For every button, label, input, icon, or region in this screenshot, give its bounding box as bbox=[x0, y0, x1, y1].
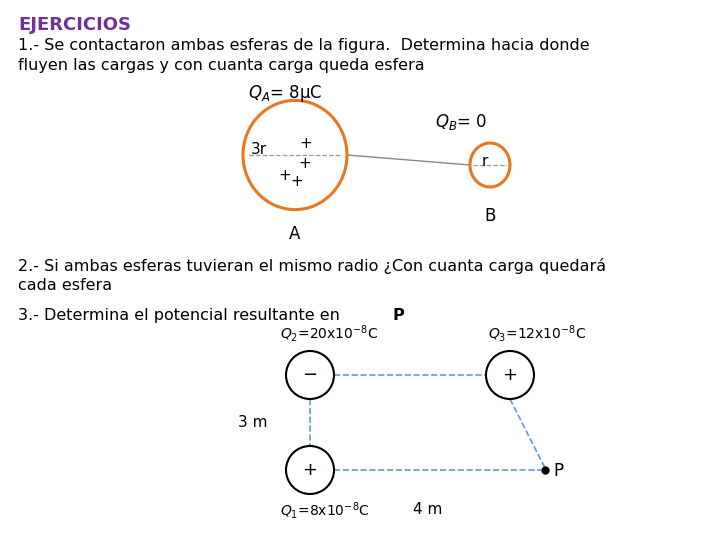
Text: 3.- Determina el potencial resultante en: 3.- Determina el potencial resultante en bbox=[18, 308, 345, 323]
Text: $Q_2$=20x10$^{-8}$C: $Q_2$=20x10$^{-8}$C bbox=[280, 323, 379, 344]
Text: EJERCICIOS: EJERCICIOS bbox=[18, 16, 131, 34]
Text: 4 m: 4 m bbox=[413, 502, 442, 517]
Text: 3r: 3r bbox=[251, 141, 267, 157]
Text: +: + bbox=[299, 156, 311, 171]
Text: +: + bbox=[299, 136, 312, 151]
Text: $Q_B$= 0: $Q_B$= 0 bbox=[435, 112, 487, 132]
Text: +: + bbox=[291, 173, 303, 188]
Text: $Q_3$=12x10$^{-8}$C: $Q_3$=12x10$^{-8}$C bbox=[488, 323, 587, 344]
Text: +: + bbox=[503, 366, 518, 384]
Text: P: P bbox=[393, 308, 405, 323]
Text: cada esfera: cada esfera bbox=[18, 278, 112, 293]
Text: 1.- Se contactaron ambas esferas de la figura.  Determina hacia donde: 1.- Se contactaron ambas esferas de la f… bbox=[18, 38, 590, 53]
Text: fluyen las cargas y con cuanta carga queda esfera: fluyen las cargas y con cuanta carga que… bbox=[18, 58, 425, 73]
Text: B: B bbox=[485, 207, 495, 225]
Text: $Q_A$= 8μC: $Q_A$= 8μC bbox=[248, 83, 323, 104]
Text: 3 m: 3 m bbox=[238, 415, 268, 430]
Text: −: − bbox=[302, 366, 318, 384]
Text: P: P bbox=[553, 462, 563, 480]
Text: $Q_1$=8x10$^{-8}$C: $Q_1$=8x10$^{-8}$C bbox=[280, 500, 369, 521]
Text: A: A bbox=[289, 225, 301, 243]
Text: +: + bbox=[279, 167, 292, 183]
Text: 2.- Si ambas esferas tuvieran el mismo radio ¿Con cuanta carga quedará: 2.- Si ambas esferas tuvieran el mismo r… bbox=[18, 258, 606, 274]
Text: r: r bbox=[482, 153, 488, 168]
Text: +: + bbox=[302, 461, 318, 479]
